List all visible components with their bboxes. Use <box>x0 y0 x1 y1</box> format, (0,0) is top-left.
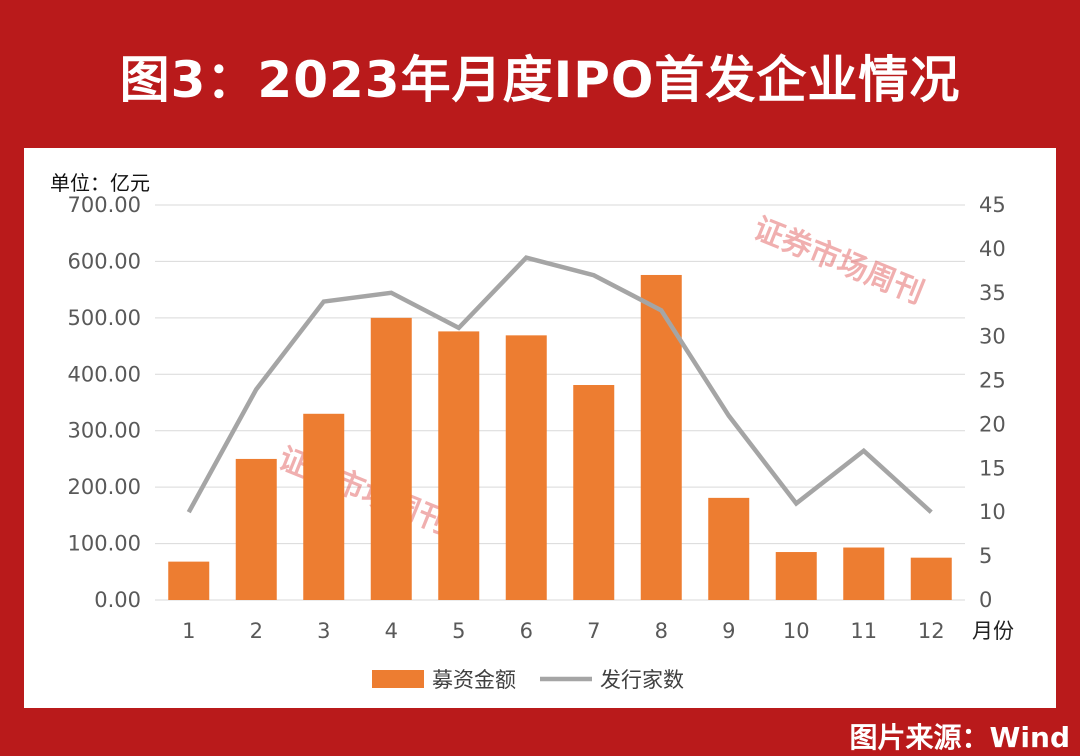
y2-tick-label: 5 <box>979 544 992 568</box>
x-tick-label: 6 <box>520 619 533 643</box>
gridlines <box>155 204 965 601</box>
bar <box>303 413 345 600</box>
y-tick-label: 400.00 <box>68 362 141 386</box>
watermark: 证券市场周刊 <box>274 441 454 541</box>
y2-tick-label: 25 <box>979 369 1006 393</box>
chart-title: 图3：2023年月度IPO首发企业情况 <box>119 51 961 109</box>
y2-tick-label: 15 <box>979 456 1006 480</box>
bar <box>573 385 615 600</box>
y-tick-label: 200.00 <box>68 475 141 499</box>
bar <box>370 317 412 600</box>
x-tick-label: 5 <box>452 619 465 643</box>
y2-tick-label: 30 <box>979 325 1006 349</box>
y2-tick-label: 10 <box>979 500 1006 524</box>
bar <box>168 561 210 600</box>
watermark-text: 证券市场周刊 <box>274 441 454 541</box>
line-series <box>186 255 933 514</box>
y-tick-label: 500.00 <box>68 306 141 330</box>
y-tick-label: 700.00 <box>68 193 141 217</box>
x-tick-label: 11 <box>850 619 877 643</box>
x-tick-label: 12 <box>918 619 945 643</box>
legend: 募资金额 发行家数 <box>372 668 684 692</box>
bar <box>843 547 885 600</box>
y2-tick-label: 0 <box>979 588 992 612</box>
x-tick-label: 4 <box>385 619 398 643</box>
y-tick-label: 0.00 <box>94 588 141 612</box>
legend-bar-swatch <box>372 670 424 688</box>
x-axis-ticks: 1 2 3 4 5 6 7 8 9 10 11 12 月份 <box>182 619 1014 643</box>
legend-bar-label: 募资金额 <box>432 668 516 692</box>
bar <box>708 497 750 600</box>
bar <box>438 331 480 600</box>
bar <box>640 274 682 600</box>
x-tick-label: 2 <box>250 619 263 643</box>
right-axis-ticks: 0 5 10 15 20 25 30 35 40 45 <box>979 193 1006 612</box>
x-tick-label: 10 <box>783 619 810 643</box>
y-tick-label: 600.00 <box>68 249 141 273</box>
x-tick-label: 8 <box>655 619 668 643</box>
line-path <box>186 255 933 514</box>
y-axis-unit-label: 单位：亿元 <box>50 171 150 195</box>
y2-tick-label: 20 <box>979 412 1006 436</box>
x-axis-label: 月份 <box>972 619 1014 643</box>
source-note: 图片来源：Wind <box>849 721 1070 754</box>
bar-series <box>168 274 952 600</box>
bar <box>505 335 547 600</box>
left-axis-ticks: 0.00 100.00 200.00 300.00 400.00 500.00 600.00… <box>68 193 141 612</box>
y2-tick-label: 35 <box>979 281 1006 305</box>
legend-line-label: 发行家数 <box>600 668 684 692</box>
bar <box>775 552 817 600</box>
x-tick-label: 3 <box>317 619 330 643</box>
bar <box>235 458 277 600</box>
x-tick-label: 9 <box>722 619 735 643</box>
x-tick-label: 7 <box>587 619 600 643</box>
y2-tick-label: 40 <box>979 237 1006 261</box>
y2-tick-label: 45 <box>979 193 1006 217</box>
bar <box>910 557 952 600</box>
y-tick-label: 100.00 <box>68 532 141 556</box>
x-tick-label: 1 <box>182 619 195 643</box>
y-tick-label: 300.00 <box>68 419 141 443</box>
